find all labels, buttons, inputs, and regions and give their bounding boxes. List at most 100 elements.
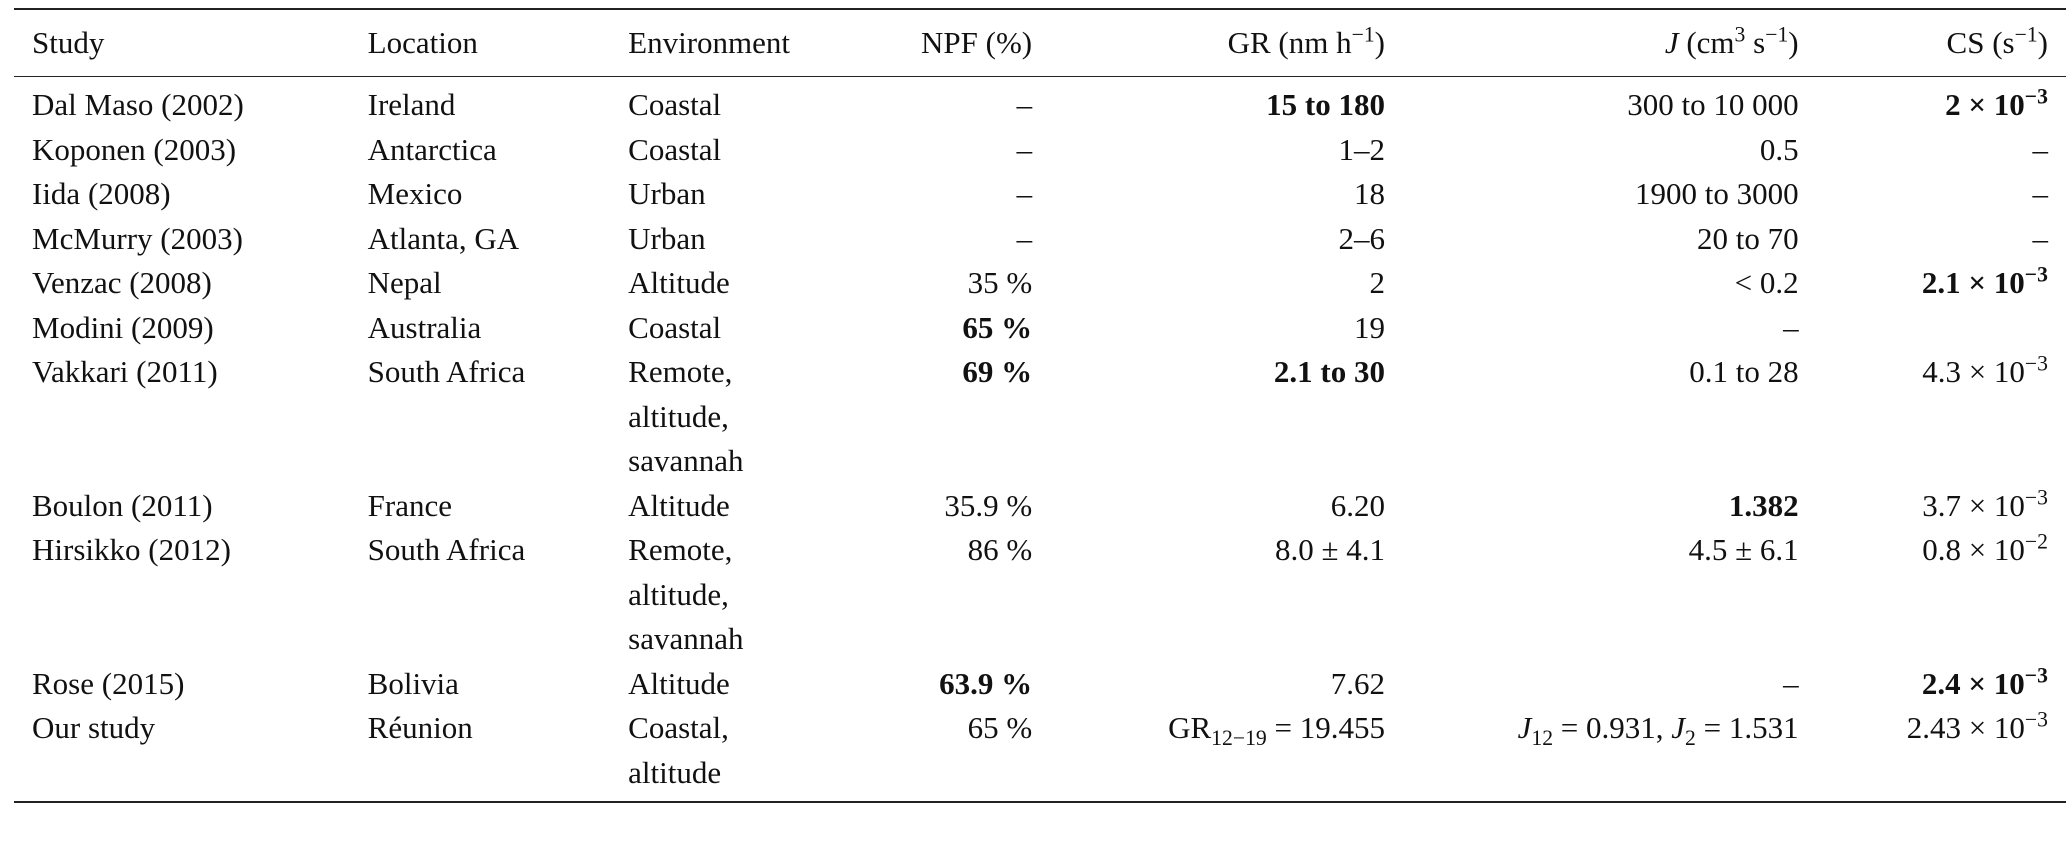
env-line: Coastal [628,309,722,345]
env-line: savannah [628,443,744,478]
env-line: Urban [628,220,706,256]
cell-npf: 65 % [962,309,1033,345]
cell-j: – [1783,665,1799,701]
header-gr-close: ) [1374,24,1385,60]
cell-environment: Urban [610,217,863,262]
cell-gr: 2.1 to 30 [1273,354,1385,389]
env-line: Urban [628,176,706,211]
cell-study: Koponen (2003) [32,131,237,167]
header-environment: Environment [628,24,791,60]
cell-study: Venzac (2008) [32,265,212,300]
cs-exponent: −2 [2024,529,2048,554]
cell-environment: Altitude [610,662,863,707]
cs-exponent: −3 [2024,707,2048,732]
cell-location: Atlanta, GA [367,220,520,256]
cell-cs [1817,306,2066,351]
cell-j: 1.382 [1728,487,1799,523]
cell-j: 0.1 to 28 [1689,354,1799,389]
cell-location: Antarctica [367,131,497,167]
table-row: Koponen (2003) Antarctica Coastal – 1–2 … [14,128,2066,173]
table-row: Boulon (2011) France Altitude 35.9 % 6.2… [14,484,2066,529]
cs-exponent: −3 [2024,485,2048,510]
cell-location: South Africa [367,532,526,567]
cell-study: Our study [32,710,156,745]
cell-gr: 1–2 [1338,131,1386,167]
header-j-close: ) [1788,24,1799,60]
cell-npf: 86 % [967,532,1033,567]
cell-cs: – [2032,176,2049,211]
j1-var: J [1517,710,1532,745]
header-cs-sup: −1 [2014,22,2038,47]
comparison-table: Study Location Environment NPF (%) GR (n… [14,8,2066,803]
cell-study: Vakkari (2011) [32,354,218,389]
header-cs-text: CS (s [1946,24,2015,60]
header-gr-text: GR (nm h [1227,24,1352,60]
cell-location: Australia [367,309,482,345]
cell-study: Boulon (2011) [32,487,213,523]
table-row: Iida (2008) Mexico Urban – 18 1900 to 30… [14,172,2066,217]
header-j-text: (cm [1678,24,1735,60]
table-row: Modini (2009) Australia Coastal 65 % 19 … [14,306,2066,351]
cell-location: South Africa [367,354,526,389]
cell-j: 4.5 ± 6.1 [1688,532,1799,567]
cell-gr: 6.20 [1330,487,1385,523]
cell-location: France [367,487,452,523]
cell-j: 300 to 10 000 [1627,87,1799,122]
cell-j: < 0.2 [1734,265,1799,300]
cell-study: Modini (2009) [32,309,214,345]
env-line: Coastal [628,87,722,122]
table-row: Rose (2015) Bolivia Altitude 63.9 % 7.62… [14,662,2066,707]
cell-npf: – [1016,87,1033,122]
cell-npf: 35.9 % [944,487,1033,523]
cell-location: Mexico [367,176,463,211]
cell-environment: Altitude [610,261,863,306]
gr-value: = 19.455 [1266,710,1385,745]
cell-environment: Remote, altitude, savannah [610,350,863,484]
cs-base: 2.4 × 10 [1921,665,2025,701]
env-line: altitude, [628,398,729,434]
table-row: Hirsikko (2012) South Africa Remote, alti… [14,528,2066,662]
gr-prefix: GR [1168,710,1212,745]
env-line: Altitude [628,265,730,300]
cell-environment: Coastal, altitude [610,706,863,802]
cell-cs: – [2032,131,2049,167]
cell-environment: Coastal [610,306,863,351]
cell-cs: 2.4 × 10−3 [1817,662,2066,707]
cell-npf: 63.9 % [939,665,1033,701]
env-line: Altitude [628,665,730,701]
cell-npf: 35 % [967,265,1033,300]
header-j: J (cm3 s−1) [1403,9,1817,77]
gr-subscript: 12−19 [1211,726,1267,751]
header-location: Location [367,24,478,60]
cell-cs: 0.8 × 10−2 [1817,528,2066,662]
env-line: Coastal, [628,710,729,745]
cell-j: J12 = 0.931, J2 = 1.531 [1403,706,1817,802]
cell-study: McMurry (2003) [32,220,243,256]
cell-study: Hirsikko (2012) [32,532,231,567]
env-line: altitude, [628,576,729,612]
cs-base: 4.3 × 10 [1922,354,2025,389]
cell-study: Dal Maso (2002) [32,87,244,122]
header-j-sup1: 3 [1734,22,1746,47]
cs-base: 2.43 × 10 [1906,710,2025,745]
cs-exponent: −3 [2024,663,2048,688]
cell-location: Nepal [367,265,442,300]
table-header: Study Location Environment NPF (%) GR (n… [14,9,2066,77]
cell-cs: 2.43 × 10−3 [1817,706,2066,802]
table-row: Our study Réunion Coastal, altitude 65 % … [14,706,2066,802]
cell-cs: 2.1 × 10−3 [1817,261,2066,306]
cell-gr: GR12−19 = 19.455 [1050,706,1403,802]
cs-exponent: −3 [2024,262,2048,287]
env-line: Coastal [628,131,722,167]
header-npf: NPF (%) [921,24,1033,60]
cell-npf: – [1016,131,1033,167]
cell-cs: 4.3 × 10−3 [1817,350,2066,484]
env-line: Remote, [628,354,733,389]
cell-j: 20 to 70 [1697,220,1799,256]
j1-subscript: 12 [1531,726,1554,751]
env-line: Altitude [628,487,730,523]
j2-value: = 1.531 [1695,710,1799,745]
cell-gr: 2 [1369,265,1386,300]
env-line: Remote, [628,532,733,567]
cell-j: 1900 to 3000 [1635,176,1799,211]
